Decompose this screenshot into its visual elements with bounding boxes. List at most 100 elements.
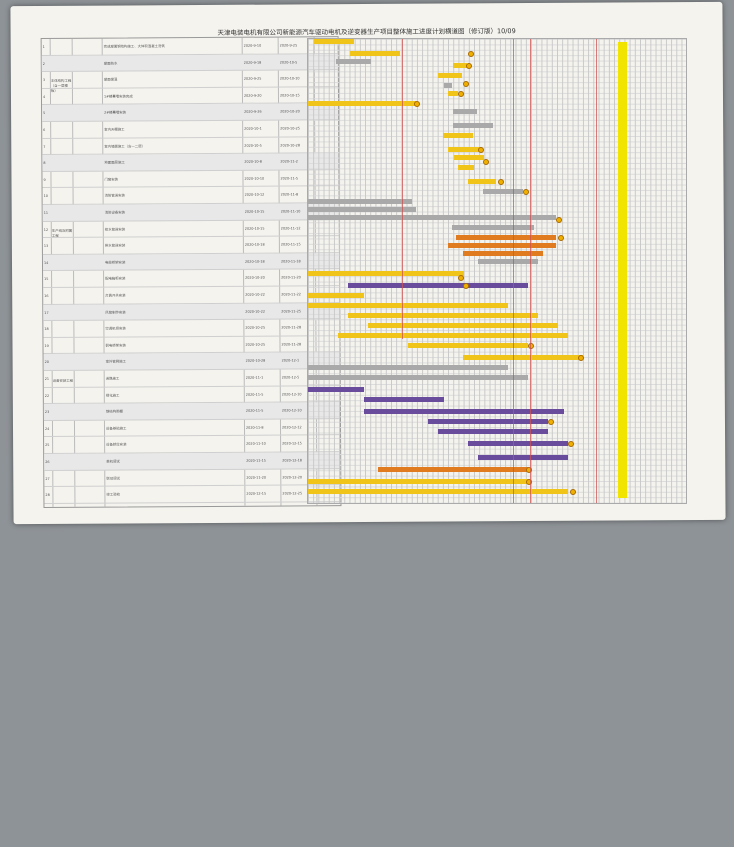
milestone-marker — [466, 63, 472, 69]
gantt-bar — [308, 215, 556, 220]
table-cell: 消防管道安装 — [104, 193, 125, 198]
table-cell: 灯具开关安装 — [105, 293, 126, 298]
gantt-bar — [308, 207, 416, 212]
table-cell: 2020-10-5 — [244, 143, 262, 148]
table-row: 15 配电箱柜安装 2020-10-20 2020-11-20 — [43, 269, 340, 288]
table-cell: 14 — [43, 260, 49, 265]
table-cell: 12 — [43, 227, 49, 232]
table-row: 14 电缆桥架安装 2020-10-18 2020-11-18 — [42, 252, 340, 272]
milestone-marker — [528, 343, 534, 349]
table-row: 27 联动调试 2020-11-20 2020-12-20 — [44, 468, 341, 488]
table-cell: 2020-10-15 — [244, 209, 265, 214]
gantt-bar — [438, 429, 548, 434]
milestone-marker — [526, 467, 532, 473]
gantt-bar — [454, 155, 484, 160]
milestone-marker — [498, 179, 504, 185]
gantt-bar — [463, 251, 543, 256]
table-cell: 4 — [42, 94, 46, 99]
table-cell: 钢结构雨棚 — [105, 409, 123, 414]
table-cell: 2020-9-26 — [244, 110, 262, 115]
deadline-line — [596, 39, 597, 503]
table-cell: 2020-12-15 — [246, 491, 267, 496]
gantt-bar — [308, 479, 528, 484]
gantt-bar — [336, 59, 371, 64]
table-cell: 风管制作安装 — [105, 310, 126, 315]
table-cell: 竣工验收 — [106, 492, 120, 497]
table-cell: 9 — [43, 177, 46, 182]
milestone-marker — [463, 81, 469, 87]
table-cell: 22 — [44, 393, 50, 398]
table-cell: 完成屋面钢结构施工、大体积混凝土浇筑 — [103, 44, 165, 49]
table-row: 26 单机调试 2020-11-15 2020-12-18 — [44, 452, 341, 471]
gantt-bar — [444, 83, 452, 88]
table-row: 11 消防设备安装 2020-10-15 2020-11-10 — [42, 203, 339, 222]
table-cell: 7 — [43, 144, 46, 149]
gantt-bar — [408, 343, 528, 348]
table-cell: 2020-10-18 — [244, 259, 265, 264]
deadline-line — [402, 39, 403, 339]
gantt-bar — [428, 419, 548, 424]
table-cell: 23 — [44, 410, 50, 415]
milestone-marker — [526, 479, 532, 485]
gantt-bar — [364, 409, 564, 414]
table-cell: 联动调试 — [106, 476, 120, 481]
table-cell: 电缆桥架安装 — [104, 260, 126, 265]
table-cell: 2020-10-28 — [245, 359, 266, 364]
milestone-marker — [570, 489, 576, 495]
table-cell: 24 — [44, 426, 50, 431]
table-row: 5 2#楼幕墙安装 2020-9-26 2020-10-20 — [42, 103, 339, 122]
table-cell: 27 — [45, 476, 50, 481]
document-title: 天津电装电机有限公司新能源汽车驱动电机及逆变器生产项目整体施工进度计划横道图（修… — [217, 27, 516, 37]
milestone-marker — [523, 189, 529, 195]
table-cell: 配电箱柜安装 — [105, 276, 126, 281]
table-row: 16 灯具开关安装 2020-10-22 2020-11-22 — [43, 286, 340, 305]
table-row: 25 设备就位安装 2020-11-10 2020-12-15 — [44, 435, 341, 454]
gantt-bar — [468, 441, 568, 446]
table-cell: 2020-9-18 — [243, 60, 262, 65]
today-marker — [618, 42, 627, 498]
group-label: 设备安装工程 — [52, 378, 74, 383]
table-cell: 2020-9-25 — [243, 76, 262, 81]
table-cell: 给水管道安装 — [104, 227, 126, 232]
table-cell: 2020-11-8 — [245, 425, 264, 430]
gantt-bar — [308, 489, 568, 494]
milestone-marker — [578, 355, 584, 361]
gantt-bar — [448, 243, 556, 248]
milestone-marker — [458, 91, 464, 97]
gantt-grid — [307, 38, 687, 504]
gantt-bar — [453, 63, 467, 68]
gantt-bar — [308, 387, 364, 392]
milestone-marker — [556, 217, 562, 223]
gantt-bar — [348, 313, 538, 318]
gantt-bar — [348, 283, 528, 288]
deadline-line — [513, 39, 514, 503]
table-cell: 11 — [43, 210, 49, 215]
table-cell: 1 — [42, 44, 45, 49]
table-cell: 室外管网施工 — [105, 359, 126, 364]
table-cell: 13 — [43, 244, 49, 249]
table-row: 13 排水管道安装 2020-10-18 2020-11-15 — [42, 236, 339, 255]
table-cell: 2020-10-1 — [244, 126, 262, 131]
table-cell: 18 — [44, 327, 49, 332]
table-cell: 28 — [45, 493, 50, 498]
gantt-bar — [308, 271, 464, 276]
gantt-bar — [438, 73, 462, 78]
gantt-bar — [308, 101, 416, 106]
gantt-bar — [483, 189, 523, 194]
table-cell: 17 — [44, 310, 49, 315]
table-row: 1 完成屋面钢结构施工、大体积混凝土浇筑 2020-9-10 2020-9-25 — [41, 37, 338, 56]
table-cell: 2020-10-15 — [244, 226, 265, 231]
table-row: 18 空调机组安装 2020-10-25 2020-11-28 — [43, 319, 340, 338]
table-cell: 道路施工 — [105, 376, 120, 381]
gantt-bar — [478, 259, 538, 264]
table-cell: 2020-10-18 — [244, 242, 265, 247]
table-cell: 室内天棚施工 — [104, 127, 125, 132]
table-cell: 25 — [45, 443, 50, 448]
milestone-marker — [548, 419, 554, 425]
table-cell: 20 — [44, 360, 49, 365]
table-row: 12 给水管道安装 2020-10-15 2020-11-12 — [42, 219, 339, 239]
table-cell: 26 — [45, 459, 50, 464]
gantt-bar — [308, 303, 508, 308]
table-cell: 屋面保温 — [103, 77, 118, 82]
milestone-marker — [414, 101, 420, 107]
